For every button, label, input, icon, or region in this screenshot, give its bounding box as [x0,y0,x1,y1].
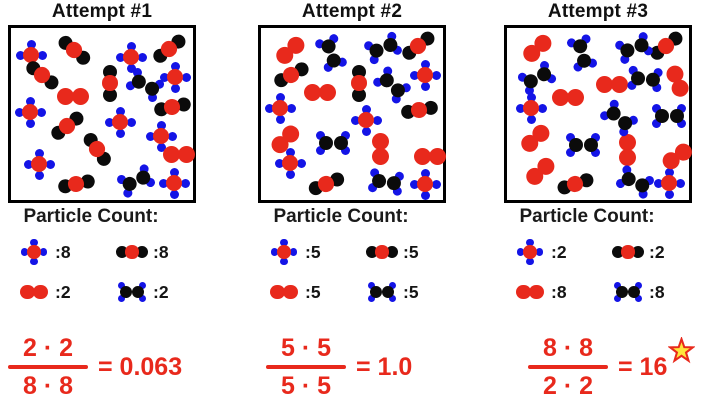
molecule-black-pair-four-blue-dots-icon [362,278,402,306]
particle-box-contents [507,28,695,201]
molecule-two-red-pair-icon [14,278,54,306]
particle-count-label: Particle Count: [23,206,159,227]
legend-item: :2 [14,278,112,306]
molecule-black-red-black-chain-icon [362,238,402,266]
particle-box [504,25,695,203]
panel-attempt-2: Attempt #2 Particle Count: :5 :5 :5 :5 [235,0,470,414]
particle-count-label: Particle Count: [519,206,655,227]
legend-item: :2 [112,278,194,306]
legend-count: :5 [305,241,321,262]
panel-title: Attempt #3 [547,1,649,22]
molecule-black-red-black-chain-icon [608,238,648,266]
molecule-red-center-four-blue-dots-icon [510,238,550,266]
molecule-black-pair-four-blue-dots-icon [112,278,152,306]
particle-box-contents [261,28,446,200]
panel-title: Attempt #1 [51,1,153,22]
legend-item: :5 [264,238,362,266]
panel-attempt-1: Attempt #1 Particle Count: :8 :8 :2 :2 [0,0,235,414]
molecule-black-red-black-chain-icon [112,238,152,266]
legend-count: :8 [153,241,169,262]
equation-numerator: 5 · 5 [280,334,332,362]
legend-item: :5 [362,238,444,266]
equation: 2 · 2 8 · 8 = 0.063 [8,334,182,400]
legend-item: :2 [608,238,690,266]
equation-result: = 16 [618,352,668,381]
fraction: 5 · 5 5 · 5 [266,334,346,400]
legend-count: :5 [403,241,419,262]
molecule-red-center-four-blue-dots-icon [264,238,304,266]
particle-count-label: Particle Count: [273,206,409,227]
legend-count: :2 [649,241,665,262]
legend-item: :8 [608,278,690,306]
legend-item: :2 [510,238,608,266]
legend-item: :5 [362,278,444,306]
legend-item: :8 [112,238,194,266]
particle-box [8,25,196,203]
legend-item: :8 [510,278,608,306]
particle-box [258,25,446,203]
legend-count: :5 [403,281,419,302]
fraction-line [528,365,608,369]
fraction-line [266,365,346,369]
legend-count: :8 [551,281,567,302]
equation: 5 · 5 5 · 5 = 1.0 [266,334,412,400]
particle-count-legend: :8 :8 :2 :2 [14,238,194,306]
legend-count: :2 [153,281,169,302]
molecule-two-red-pair-icon [264,278,304,306]
equation-numerator: 2 · 2 [22,334,74,362]
legend-count: :8 [649,281,665,302]
molecule-black-pair-four-blue-dots-icon [608,278,648,306]
equation: 8 · 8 2 · 2 = 16 [528,334,696,400]
particle-box-contents [11,28,195,200]
fraction: 2 · 2 8 · 8 [8,334,88,400]
panel-title: Attempt #2 [301,1,403,22]
equation-denominator: 5 · 5 [280,372,332,400]
molecule-two-red-pair-icon [510,278,550,306]
star-icon [668,336,696,363]
legend-item: :8 [14,238,112,266]
legend-count: :2 [55,281,71,302]
legend-count: :8 [55,241,71,262]
panel-attempt-3: Attempt #3 Particle Count: :2 :2 :8 :8 [470,0,704,414]
equation-result: = 0.063 [98,352,183,381]
particle-count-legend: :2 :2 :8 :8 [510,238,690,306]
legend-count: :5 [305,281,321,302]
equation-numerator: 8 · 8 [542,334,594,362]
fraction-line [8,365,88,369]
molecule-red-center-four-blue-dots-icon [14,238,54,266]
legend-item: :5 [264,278,362,306]
legend-count: :2 [551,241,567,262]
equation-denominator: 2 · 2 [542,372,594,400]
fraction: 8 · 8 2 · 2 [528,334,608,400]
particle-count-legend: :5 :5 :5 :5 [264,238,444,306]
equation-denominator: 8 · 8 [22,372,74,400]
equation-result: = 1.0 [356,352,413,381]
